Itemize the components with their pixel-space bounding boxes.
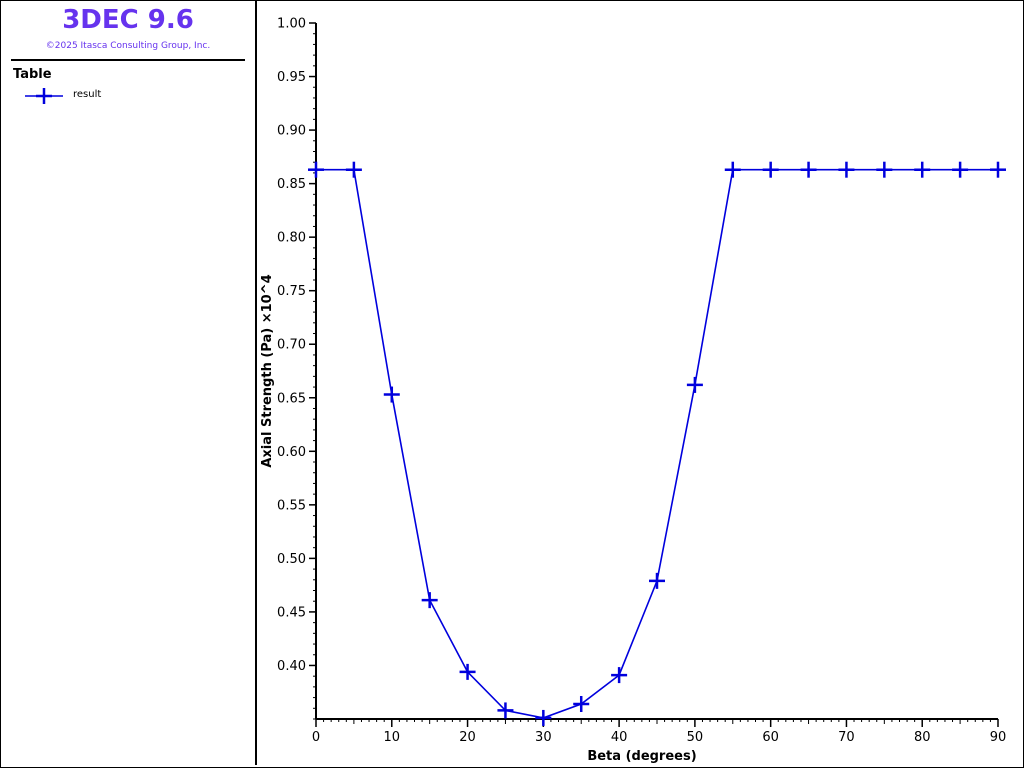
data-point <box>952 161 969 178</box>
data-point <box>345 161 362 178</box>
y-tick-label: 0.40 <box>277 659 306 674</box>
y-tick-label: 0.70 <box>277 338 306 353</box>
legend-item-result[interactable]: result <box>23 87 223 105</box>
y-tick-label: 0.90 <box>277 124 306 139</box>
ticks: 0.40 0.45 0.50 0.55 0.60 0.65 0.70 0.75 0.80 0.85… <box>277 17 1006 746</box>
data-point <box>308 161 324 178</box>
data-point <box>535 709 552 726</box>
series-layer <box>308 161 1006 726</box>
x-tick-label: 60 <box>762 730 779 745</box>
data-point <box>876 161 893 178</box>
data-point <box>573 696 590 713</box>
y-axis-label: Axial Strength (Pa) ×10^4 <box>260 274 275 467</box>
y-tick-label: 0.45 <box>277 605 306 620</box>
y-tick-label: 1.00 <box>277 17 306 32</box>
x-tick-label: 80 <box>914 730 931 745</box>
x-tick-label: 90 <box>990 730 1007 745</box>
y-tick-label: 0.60 <box>277 445 306 460</box>
y-tick-label: 0.50 <box>277 552 306 567</box>
data-point <box>914 161 931 178</box>
x-tick-label: 20 <box>459 730 476 745</box>
legend-heading: Table <box>13 67 52 82</box>
legend-panel: 3DEC 9.6 ©2025 Itasca Consulting Group, … <box>1 1 257 765</box>
plot-area: 0.40 0.45 0.50 0.55 0.60 0.65 0.70 0.75 0.80 0.85… <box>257 1 1021 765</box>
data-point <box>838 161 855 178</box>
legend-item-label: result <box>73 89 102 100</box>
x-tick-label: 0 <box>312 730 320 745</box>
y-tick-label: 0.95 <box>277 70 306 85</box>
x-tick-label: 10 <box>384 730 401 745</box>
axes <box>315 23 998 720</box>
data-point <box>762 161 779 178</box>
series-line-result <box>316 168 998 719</box>
data-point <box>459 663 476 680</box>
y-tick-label: 0.80 <box>277 231 306 246</box>
x-tick-label: 30 <box>535 730 552 745</box>
y-tick-label: 0.75 <box>277 284 306 299</box>
chart-svg: 0.40 0.45 0.50 0.55 0.60 0.65 0.70 0.75 0.80 0.85… <box>260 17 1006 765</box>
data-point <box>724 161 741 178</box>
data-point <box>800 161 817 178</box>
data-point <box>990 161 1006 178</box>
data-point <box>649 572 665 589</box>
data-point <box>686 376 703 393</box>
x-tick-label: 70 <box>838 730 855 745</box>
data-point <box>497 702 514 719</box>
app-title: 3DEC 9.6 <box>62 5 194 35</box>
copyright-text: ©2025 Itasca Consulting Group, Inc. <box>45 41 211 51</box>
legend-divider <box>11 59 245 61</box>
data-point <box>383 386 400 403</box>
y-tick-label: 0.55 <box>277 498 306 513</box>
x-tick-label: 50 <box>687 730 704 745</box>
x-tick-label: 40 <box>611 730 628 745</box>
data-point <box>611 667 628 684</box>
y-tick-label: 0.85 <box>277 177 306 192</box>
plus-icon <box>25 88 63 104</box>
data-point <box>421 592 438 609</box>
x-axis-label: Beta (degrees) <box>587 749 696 764</box>
y-tick-label: 0.65 <box>277 391 306 406</box>
